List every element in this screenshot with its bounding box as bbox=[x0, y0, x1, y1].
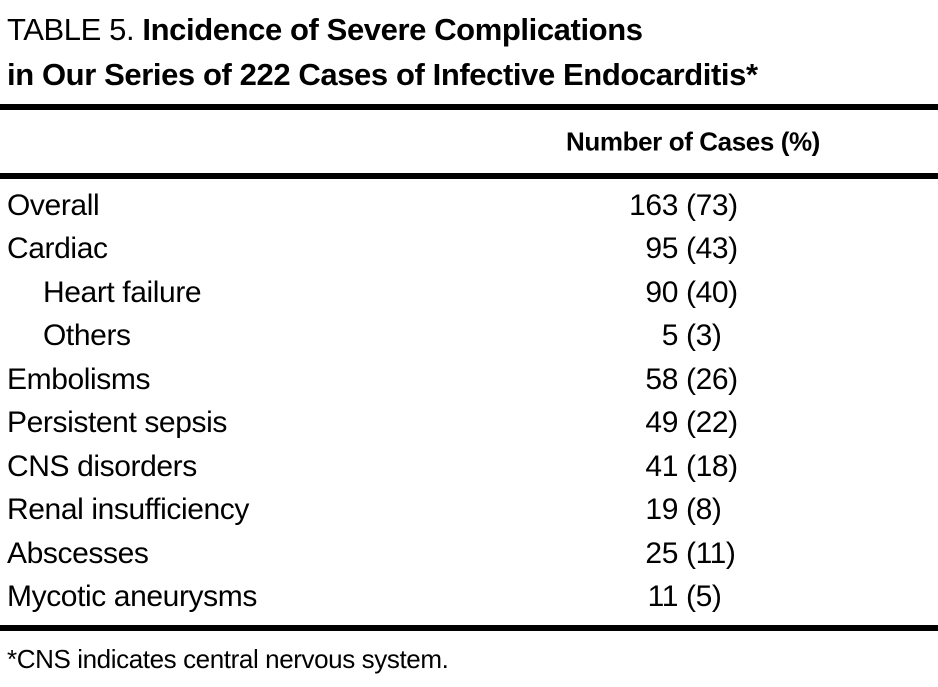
row-value: 90 (40) bbox=[618, 276, 738, 310]
table-body: Overall 163 (73) Cardiac 95 (43) Heart failure… bbox=[0, 179, 938, 625]
top-rule bbox=[0, 104, 938, 110]
row-label: CNS disorders bbox=[7, 449, 197, 483]
row-percent: (11) bbox=[686, 536, 736, 570]
row-count: 49 bbox=[645, 406, 678, 440]
table-header-row: Number of Cases (%) bbox=[0, 110, 938, 173]
row-label: Others bbox=[43, 319, 131, 353]
row-value: 19 (8) bbox=[618, 493, 721, 527]
row-value: 163 (73) bbox=[618, 189, 738, 223]
row-value: 25 (11) bbox=[618, 537, 736, 571]
row-label: Abscesses bbox=[7, 536, 149, 570]
row-count: 90 bbox=[645, 275, 678, 309]
table-title-line-1: TABLE 5. Incidence of Severe Complicatio… bbox=[7, 7, 930, 52]
row-percent: (3) bbox=[686, 319, 722, 353]
row-percent: (40) bbox=[686, 275, 738, 309]
bottom-rule bbox=[0, 625, 938, 631]
row-label: Overall bbox=[7, 188, 100, 222]
row-value: 58 (26) bbox=[618, 363, 738, 397]
table-number-label: TABLE 5. bbox=[7, 12, 143, 47]
row-count: 5 bbox=[661, 319, 679, 353]
table-row: Cardiac 95 (43) bbox=[0, 228, 938, 272]
row-count: 11 bbox=[647, 580, 679, 614]
table-row: Persistent sepsis 49 (22) bbox=[0, 402, 938, 446]
row-count: 19 bbox=[645, 493, 678, 527]
table-row: Heart failure 90 (40) bbox=[0, 271, 938, 315]
table-row: Abscesses 25 (11) bbox=[0, 532, 938, 576]
row-percent: (26) bbox=[686, 362, 738, 396]
row-value: 5 (3) bbox=[618, 319, 722, 353]
row-label: Embolisms bbox=[7, 362, 151, 396]
row-count: 163 bbox=[629, 188, 678, 222]
table-row: Others 5 (3) bbox=[0, 315, 938, 359]
table-title: TABLE 5. Incidence of Severe Complicatio… bbox=[0, 0, 938, 97]
row-value: 11 (5) bbox=[618, 580, 722, 614]
column-header-number-of-cases: Number of Cases (%) bbox=[566, 126, 820, 156]
row-label: Cardiac bbox=[7, 232, 108, 266]
row-count: 95 bbox=[645, 232, 678, 266]
row-percent: (8) bbox=[686, 493, 722, 527]
row-label: Heart failure bbox=[43, 275, 202, 309]
row-label: Persistent sepsis bbox=[7, 406, 227, 440]
row-percent: (73) bbox=[686, 188, 738, 222]
row-label: Mycotic aneurysms bbox=[7, 580, 257, 614]
row-percent: (5) bbox=[686, 580, 722, 614]
table-row: Renal insufficiency 19 (8) bbox=[0, 489, 938, 533]
table-row: Embolisms 58 (26) bbox=[0, 358, 938, 402]
row-percent: (43) bbox=[686, 232, 738, 266]
table-footnote: *CNS indicates central nervous system. bbox=[7, 644, 449, 674]
row-percent: (22) bbox=[686, 406, 738, 440]
row-value: 95 (43) bbox=[618, 232, 738, 266]
table-row: Mycotic aneurysms 11 (5) bbox=[0, 576, 938, 620]
row-label: Renal insufficiency bbox=[7, 493, 249, 527]
row-value: 41 (18) bbox=[618, 450, 738, 484]
row-count: 41 bbox=[645, 449, 678, 483]
row-percent: (18) bbox=[686, 449, 738, 483]
row-count: 25 bbox=[645, 536, 678, 570]
table-row: CNS disorders 41 (18) bbox=[0, 445, 938, 489]
row-count: 58 bbox=[645, 362, 678, 396]
table-title-text-1: Incidence of Severe Complications bbox=[142, 12, 643, 47]
table-title-line-2: in Our Series of 222 Cases of Infective … bbox=[7, 57, 758, 92]
header-rule bbox=[0, 173, 938, 179]
row-value: 49 (22) bbox=[618, 406, 738, 440]
table-row: Overall 163 (73) bbox=[0, 184, 938, 228]
